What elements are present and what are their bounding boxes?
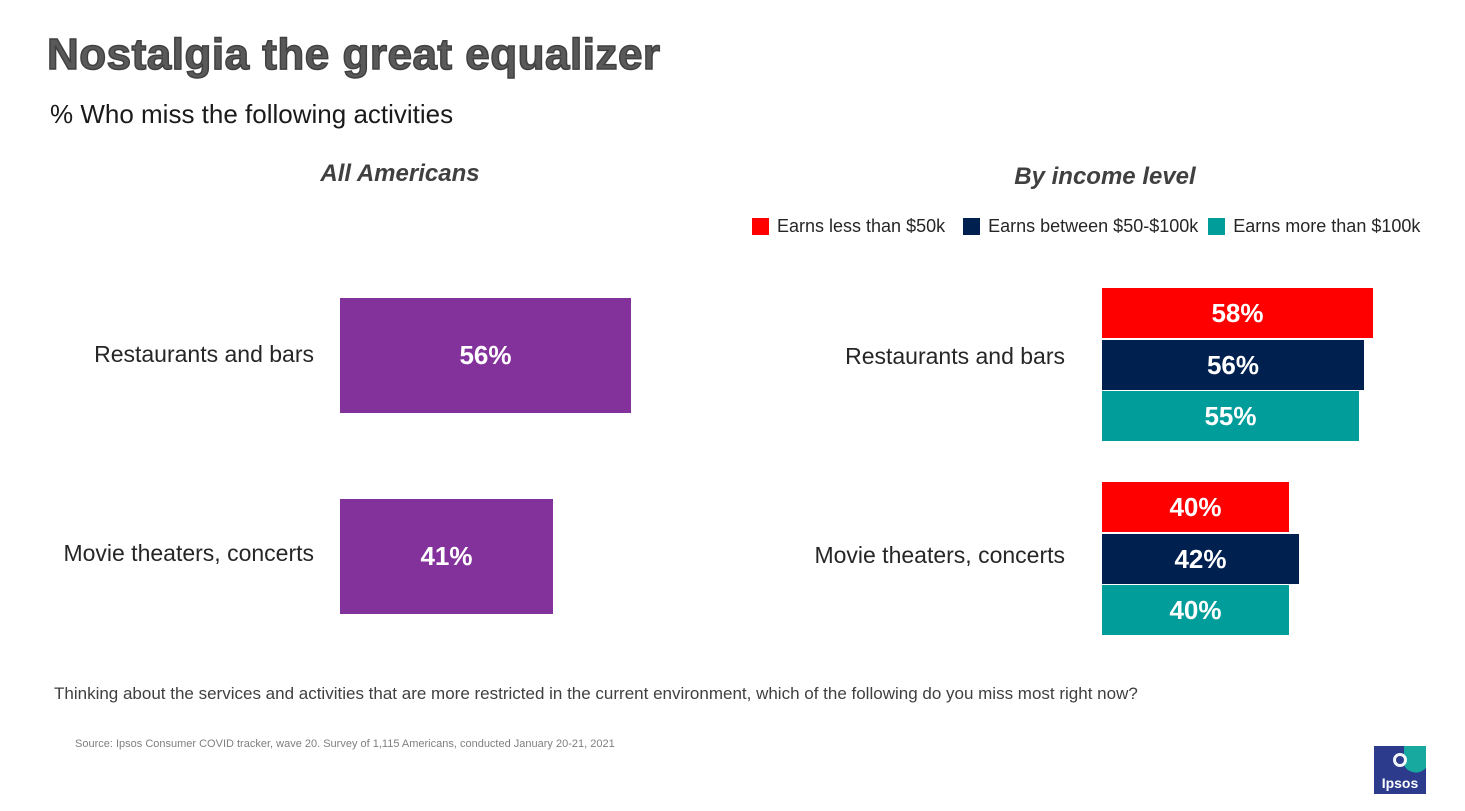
income-bar-label-cat2-series3: 40% [1169,594,1222,625]
all-americans-bar-label-1: 56% [459,340,512,370]
ipsos-logo: Ipsos [1374,746,1426,794]
all-americans-chart-title: All Americans [320,160,480,187]
income-bar-label-cat2-series2: 42% [1174,543,1227,574]
page-title: Nostalgia the great equalizer [46,29,661,80]
survey-question: Thinking about the services and activiti… [54,684,1138,703]
income-bar-label-cat1-series3: 55% [1204,400,1257,431]
legend-label-50-100k: Earns between $50-$100k [988,216,1199,236]
income-category-label-restaurants: Restaurants and bars [845,343,1065,369]
legend-label-more-100k: Earns more than $100k [1233,216,1421,236]
income-legend: Earns less than $50k Earns between $50-$… [752,216,1420,237]
income-bar-cat2-series2: 42% [1102,534,1299,584]
income-bar-cat1-series2: 56% [1102,340,1364,390]
legend-item-more-100k: Earns more than $100k [1208,216,1420,237]
all-americans-bar-label-2: 41% [420,541,473,571]
source-note: Source: Ipsos Consumer COVID tracker, wa… [75,738,615,750]
legend-swatch-50-100k [963,218,981,235]
income-bar-label-cat2-series1: 40% [1169,491,1222,522]
income-bar-cat2-series1: 40% [1102,482,1289,532]
legend-swatch-less-50k [752,218,769,235]
income-bar-cat1-series3: 55% [1102,391,1359,441]
income-category-label-movies: Movie theaters, concerts [814,542,1065,568]
all-americans-bar-2: 41% [340,499,553,614]
legend-item-50-100k: Earns between $50-$100k [963,216,1198,237]
all-americans-bar-1: 56% [340,298,631,413]
category-label-restaurants: Restaurants and bars [94,341,314,367]
income-bar-label-cat1-series2: 56% [1206,349,1260,380]
category-label-movies: Movie theaters, concerts [63,540,314,566]
income-bar-cat2-series3: 40% [1102,585,1289,635]
ipsos-logo-icon: Ipsos [1374,746,1426,794]
page-subtitle: % Who miss the following activities [50,99,454,129]
legend-label-less-50k: Earns less than $50k [777,216,946,236]
income-bar-cat1-series1: 58% [1102,288,1373,338]
legend-item-less-50k: Earns less than $50k [752,216,945,237]
income-chart-title: By income level [1014,163,1196,190]
income-bar-label-cat1-series1: 58% [1211,297,1264,328]
ipsos-logo-text: Ipsos [1382,775,1419,791]
legend-swatch-more-100k [1208,218,1226,235]
